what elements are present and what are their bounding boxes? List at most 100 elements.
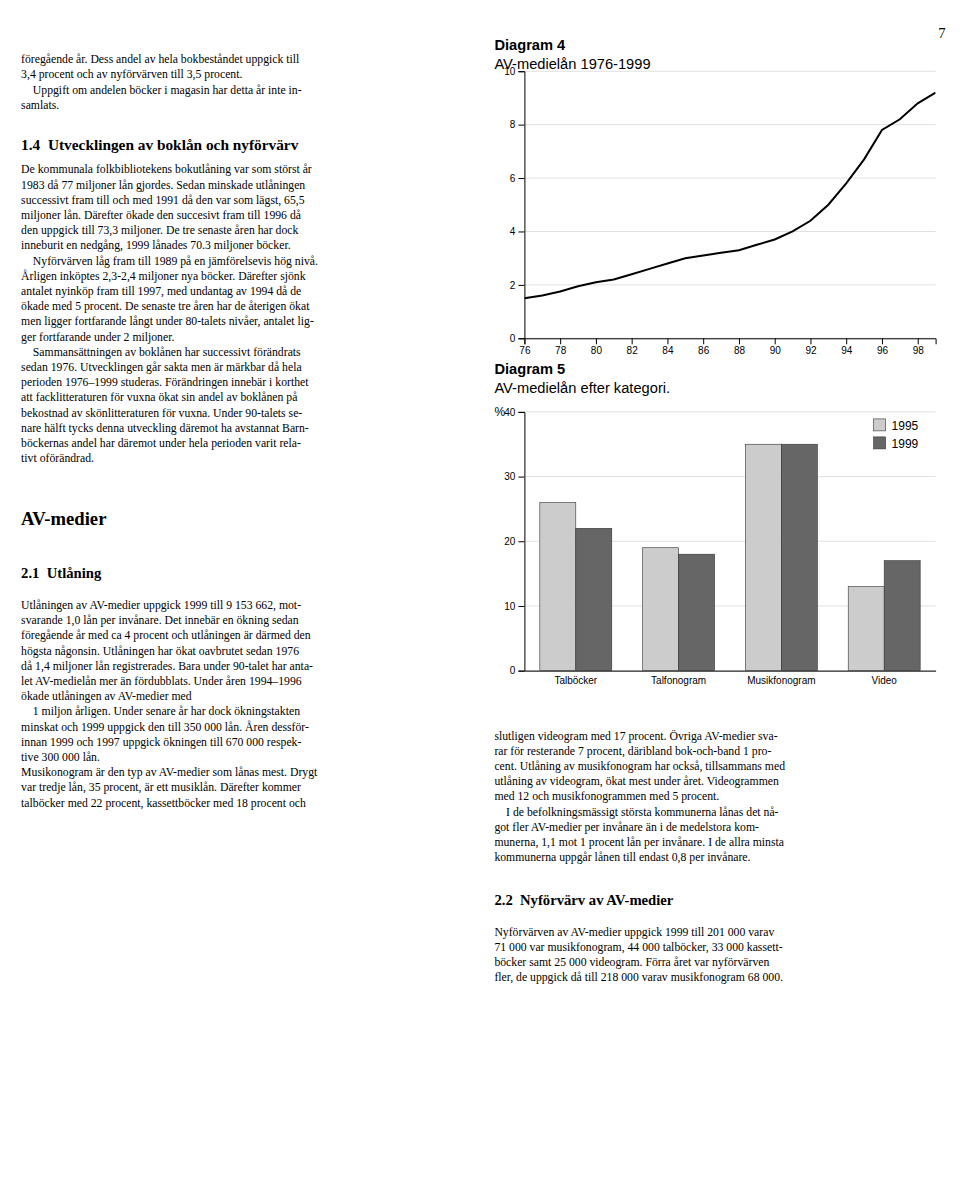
- tick-mark: [918, 338, 919, 344]
- tick-mark: [518, 231, 524, 232]
- tick-label: 10: [504, 66, 516, 77]
- chart-title: Diagram 4: [494, 37, 566, 53]
- body-text: 1983 då 77 miljoner lån gjordes. Sedan m…: [21, 179, 305, 192]
- tick-mark: [518, 71, 524, 72]
- y-axis: 010203040: [504, 407, 525, 677]
- tick-label: 84: [662, 345, 674, 356]
- plot-area: [540, 444, 920, 670]
- tick-label: 30: [504, 471, 516, 482]
- tick: 8: [510, 119, 525, 130]
- tick-label: 92: [805, 345, 817, 356]
- tick-mark: [518, 477, 524, 478]
- tick: 6: [510, 173, 525, 184]
- body-text: tivt oförändrad.: [21, 452, 94, 465]
- legend-swatch: [874, 437, 886, 449]
- body-text: samlats.: [21, 99, 59, 112]
- chart-subtitle: AV-medielån efter kategori.: [494, 380, 670, 396]
- tick: 2: [510, 280, 525, 291]
- tick-mark: [810, 338, 811, 344]
- tick-mark: [518, 606, 524, 607]
- tick-label: 82: [627, 345, 639, 356]
- tick: 88: [734, 338, 746, 356]
- tick: 80: [591, 338, 603, 356]
- tick-label: 94: [841, 345, 853, 356]
- bar-chart: TalböckerTalfonogramMusikfonogramVideo01…: [504, 407, 936, 686]
- tick: 96: [877, 338, 889, 356]
- plot-area: [524, 93, 935, 299]
- bar: [745, 444, 781, 670]
- tick: 84: [662, 338, 674, 356]
- line-chart: 7678808284868890929496980246810: [504, 66, 936, 356]
- tick-mark: [518, 412, 524, 413]
- body-text: inneburit en nedgång, 1999 lånades 70.3 …: [21, 239, 291, 252]
- tick-mark: [518, 338, 524, 339]
- bar: [679, 554, 715, 670]
- body-text: cent. Utlåning av musikfonogram har ocks…: [494, 760, 785, 773]
- tick-mark: [739, 338, 740, 344]
- tick: 82: [627, 338, 639, 356]
- tick: 30: [504, 471, 524, 482]
- body-text: ger fortfarande under 2 miljoner.: [21, 331, 174, 344]
- axis-line: [518, 72, 525, 339]
- tick-label: 0: [510, 665, 516, 676]
- grid-line: [524, 411, 935, 412]
- bar: [540, 502, 576, 670]
- body-text: innan 1999 och 1997 uppgick ökningen til…: [21, 736, 301, 749]
- body-text: bekostnad av skönlitteraturen för vuxna.…: [21, 407, 302, 420]
- body-text: böcker samt 25 000 videogram. Förra året…: [494, 956, 769, 969]
- tick: Musikfonogram: [747, 671, 815, 686]
- bar: [884, 561, 920, 671]
- body-text: ökade med 5 procent. De senaste tre åren…: [21, 300, 310, 313]
- body-text: slutligen videogram med 17 procent. Övri…: [494, 729, 777, 743]
- body-text: Nyförvärven låg fram till 1989 på en jäm…: [21, 255, 318, 268]
- body-text: De kommunala folkbibliotekens bokutlånin…: [21, 163, 312, 176]
- body-text: ökade utlåningen av AV-medier med: [21, 690, 192, 703]
- bar: [576, 528, 612, 670]
- tick-mark: [596, 338, 597, 344]
- bar: [643, 548, 679, 671]
- body-text: sedan 1976. Utvecklingen går sakta men ä…: [21, 361, 302, 374]
- body-text: let AV-medielån mer än fördubblats. Unde…: [21, 675, 302, 688]
- tick-label: 88: [734, 345, 746, 356]
- body-text: 1 miljon årligen. Under senare år har do…: [21, 705, 300, 718]
- body-text: föregående år. Dess andel av hela bokbes…: [21, 53, 300, 66]
- tick-label: 80: [591, 345, 603, 356]
- tick-label: 6: [510, 173, 516, 184]
- body-text: rar för resterande 7 procent, däribland …: [494, 745, 771, 758]
- body-text: Årligen inköptes 2,3-2,4 miljoner nya bö…: [21, 269, 306, 283]
- body-text: got fler AV-medier per invånare än i de …: [494, 821, 759, 834]
- body-text: minskat och 1999 uppgick den till 350 00…: [21, 720, 309, 734]
- y-axis: 0 2 4 6 8 10: [504, 66, 525, 344]
- tick-mark: [846, 338, 847, 344]
- tick: 76: [519, 338, 531, 356]
- tick: Talfonogram: [651, 671, 706, 686]
- tick-label: 78: [555, 345, 567, 356]
- tick-mark: [518, 178, 524, 179]
- tick-label: 0: [510, 333, 516, 344]
- tick-mark: [667, 338, 668, 344]
- legend-item: 1995: [874, 419, 919, 433]
- background: [0, 0, 960, 1187]
- chart-subtitle: AV-medielån 1976-1999: [494, 56, 650, 72]
- grid-line: [524, 124, 935, 125]
- bar-series: [540, 444, 884, 670]
- body-text: kommunerna uppgår lånen till endast 0,8 …: [494, 851, 750, 864]
- body-text: föregående år med ca 4 procent och utlån…: [21, 629, 311, 642]
- tick-label: Musikfonogram: [747, 675, 815, 686]
- tick-mark: [703, 338, 704, 344]
- axis-line: [518, 412, 525, 671]
- legend-swatch: [874, 419, 886, 431]
- tick-label: 40: [504, 407, 516, 418]
- tick-label: 4: [510, 226, 516, 237]
- body-text: successivt fram till och med 1991 då den…: [21, 194, 305, 207]
- tick: 0: [510, 333, 525, 344]
- axis-line: [525, 671, 936, 672]
- chart-title: Diagram 5: [494, 361, 565, 377]
- tick: 94: [841, 338, 853, 356]
- tick: 20: [504, 536, 524, 547]
- legend: 19951999: [868, 414, 932, 458]
- tick-mark: [518, 671, 524, 672]
- grid: [524, 412, 935, 671]
- legend-background: [868, 414, 932, 458]
- body-text: Nyförvärven av AV-medier uppgick 1999 ti…: [494, 926, 774, 939]
